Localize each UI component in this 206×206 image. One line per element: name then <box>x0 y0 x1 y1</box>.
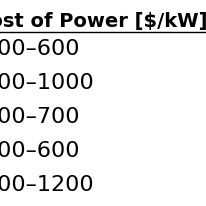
Text: 300–600: 300–600 <box>0 39 80 59</box>
Text: Cost of Power [$/kW]: Cost of Power [$/kW] <box>0 12 206 31</box>
Text: 300–700: 300–700 <box>0 107 80 127</box>
Text: 300–600: 300–600 <box>0 141 80 161</box>
Text: 400–1000: 400–1000 <box>0 73 94 93</box>
Text: 400–1200: 400–1200 <box>0 175 94 195</box>
